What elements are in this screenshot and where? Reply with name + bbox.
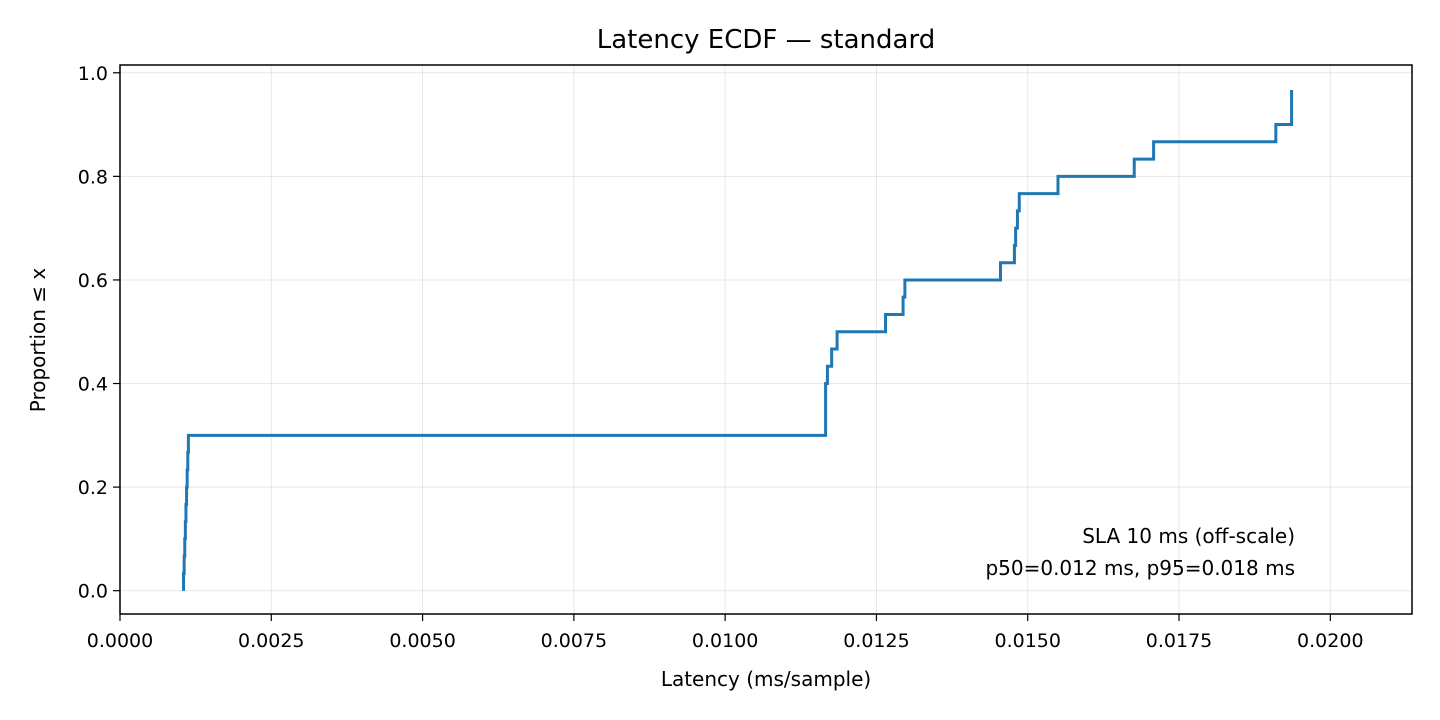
x-tick-label: 0.0025 (238, 630, 304, 652)
x-tick-label: 0.0150 (994, 630, 1060, 652)
x-tick-label: 0.0000 (87, 630, 153, 652)
y-tick-label: 0.6 (78, 270, 108, 292)
y-tick-label: 0.0 (78, 581, 108, 603)
x-axis-label: Latency (ms/sample) (661, 667, 871, 691)
x-axis: 0.0000 0.0025 0.0050 0.0075 0.0100 0.0125 0.01… (87, 614, 1364, 652)
y-axis: 0.0 0.2 0.4 0.6 0.8 1.0 (78, 63, 120, 603)
y-axis-label: Proportion ≤ x (26, 268, 50, 413)
x-tick-label: 0.0200 (1297, 630, 1363, 652)
plot-frame (119, 64, 1413, 615)
ecdf-step-line (182, 90, 1294, 591)
annotation-percentiles: p50=0.012 ms, p95=0.018 ms (985, 556, 1295, 580)
grid-lines (119, 65, 1412, 614)
x-tick-label: 0.0050 (389, 630, 455, 652)
y-tick-label: 1.0 (78, 63, 108, 85)
y-tick-label: 0.2 (78, 477, 108, 499)
y-tick-label: 0.8 (78, 166, 108, 188)
x-tick-label: 0.0125 (843, 630, 909, 652)
y-tick-label: 0.4 (78, 374, 108, 396)
x-tick-label: 0.0100 (692, 630, 758, 652)
plot-marks (182, 90, 1294, 591)
annotation-sla: SLA 10 ms (off-scale) (1082, 524, 1295, 548)
x-tick-label: 0.0175 (1146, 630, 1212, 652)
x-tick-label: 0.0075 (541, 630, 607, 652)
chart-title: Latency ECDF — standard (597, 25, 935, 55)
